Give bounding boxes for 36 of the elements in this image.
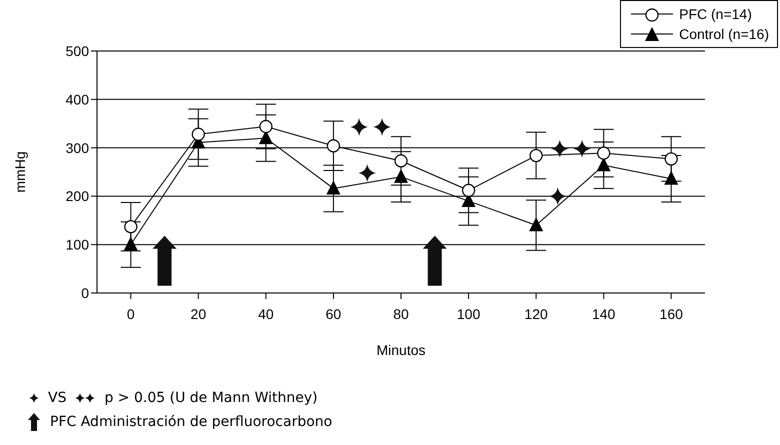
point <box>529 217 544 232</box>
x-tick-label: 100 <box>456 306 480 322</box>
x-tick-label: 160 <box>660 306 684 322</box>
y-tick-label: 300 <box>66 140 90 156</box>
point <box>394 154 408 168</box>
x-tick-label: 80 <box>393 306 409 322</box>
y-axis-title: mmHg <box>12 151 28 193</box>
y-tick-label: 0 <box>81 284 90 301</box>
point <box>124 236 138 251</box>
legend-label: Control (n=16) <box>679 26 769 42</box>
point <box>326 180 340 194</box>
point <box>530 148 543 162</box>
x-axis-title: Minutos <box>376 342 426 358</box>
x-tick-label: 60 <box>326 306 342 322</box>
x-tick-label: 40 <box>258 306 274 322</box>
text: PFC Administración de perfluorocarbono <box>50 413 332 432</box>
y-tick-label: 200 <box>66 188 90 204</box>
point <box>394 168 408 183</box>
point <box>259 120 272 134</box>
legend-label: PFC (n=14) <box>679 6 752 22</box>
point <box>597 146 610 160</box>
y-tick-label: 500 <box>66 42 90 59</box>
text: p > 0.05 (U de Mann Withney) <box>104 389 318 408</box>
point <box>664 152 678 166</box>
point <box>192 128 205 141</box>
point <box>326 139 340 152</box>
y-tick-label: 400 <box>66 91 90 108</box>
point <box>664 170 678 185</box>
x-tick-label: 140 <box>592 306 616 322</box>
x-tick-label: 120 <box>524 306 548 322</box>
text: VS <box>48 389 66 408</box>
x-tick-label: 0 <box>126 306 135 322</box>
y-tick-label: 100 <box>66 236 90 253</box>
point <box>124 220 138 234</box>
x-tick-label: 20 <box>190 306 206 322</box>
point <box>462 184 476 197</box>
